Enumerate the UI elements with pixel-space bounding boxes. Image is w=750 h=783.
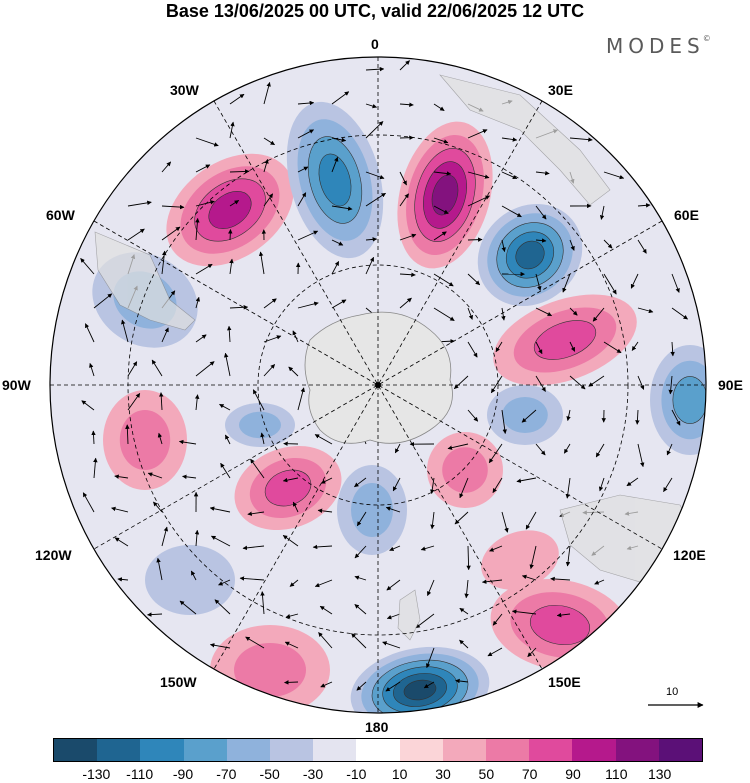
lon-label-30e: 30E xyxy=(548,82,573,98)
colorbar-tick-label: -110 xyxy=(126,766,154,782)
colorbar xyxy=(53,738,703,762)
colorbar-swatch xyxy=(183,739,227,761)
africa-landmass xyxy=(439,74,611,206)
colorbar-swatch xyxy=(54,739,98,761)
lon-label-0: 0 xyxy=(371,36,379,52)
colorbar-tick-label: 90 xyxy=(565,766,581,782)
colorbar-tick-label: 130 xyxy=(647,766,672,782)
lon-label-60e: 60E xyxy=(674,207,699,223)
colorbar-tick-label: 50 xyxy=(478,766,495,782)
colorbar-swatch xyxy=(442,739,487,761)
colorbar-tick-label: -50 xyxy=(259,766,280,782)
colorbar-swatch xyxy=(529,739,573,761)
colorbar-swatch xyxy=(313,739,357,761)
colorbar-swatch xyxy=(226,739,271,761)
colorbar-swatch xyxy=(97,739,141,761)
reference-arrow-icon xyxy=(648,702,704,708)
south-pole-marker xyxy=(375,382,381,388)
graticule xyxy=(50,57,706,713)
colorbar-tick-label: 30 xyxy=(435,766,451,782)
antarctica-landmass xyxy=(304,311,453,444)
lon-label-150e: 150E xyxy=(548,674,581,690)
colorbar-tick-label: -130 xyxy=(82,766,111,782)
colorbar-swatch xyxy=(572,739,616,761)
lon-label-90w: 90W xyxy=(2,377,31,393)
lon-label-150w: 150W xyxy=(160,674,197,690)
colorbar-tick-label: -10 xyxy=(346,766,367,782)
lon-label-120e: 120E xyxy=(673,547,706,563)
colorbar-tick-label: -30 xyxy=(302,766,324,782)
colorbar-tick-label: -70 xyxy=(216,766,237,782)
colorbar-tick-label: -90 xyxy=(172,766,194,782)
new-zealand-landmass xyxy=(397,589,421,641)
lon-label-30w: 30W xyxy=(170,82,199,98)
colorbar-swatch xyxy=(486,739,530,761)
colorbar-swatch xyxy=(356,739,400,761)
south-america-landmass xyxy=(94,231,196,331)
colorbar-tick-label: 110 xyxy=(605,766,628,782)
reference-vector: 10 xyxy=(648,686,708,716)
colorbar-swatch xyxy=(399,739,443,761)
map-title: Base 13/06/2025 00 UTC, valid 22/06/2025… xyxy=(165,1,585,21)
reference-vector-label: 10 xyxy=(666,686,679,698)
lon-label-90e: 90E xyxy=(718,377,743,393)
colorbar-swatch xyxy=(615,739,659,761)
colorbar-tick-label: 70 xyxy=(521,766,538,782)
colorbar-swatch xyxy=(270,739,314,761)
modes-logo: MODES© xyxy=(606,34,711,58)
colorbar-tick-label: 10 xyxy=(391,766,408,782)
map-boundary xyxy=(49,56,707,714)
colorbar-swatch xyxy=(140,739,184,761)
colorbar-swatch xyxy=(658,739,703,761)
lon-label-180: 180 xyxy=(365,719,389,735)
lon-label-120w: 120W xyxy=(35,547,72,563)
lon-label-60w: 60W xyxy=(46,207,75,223)
